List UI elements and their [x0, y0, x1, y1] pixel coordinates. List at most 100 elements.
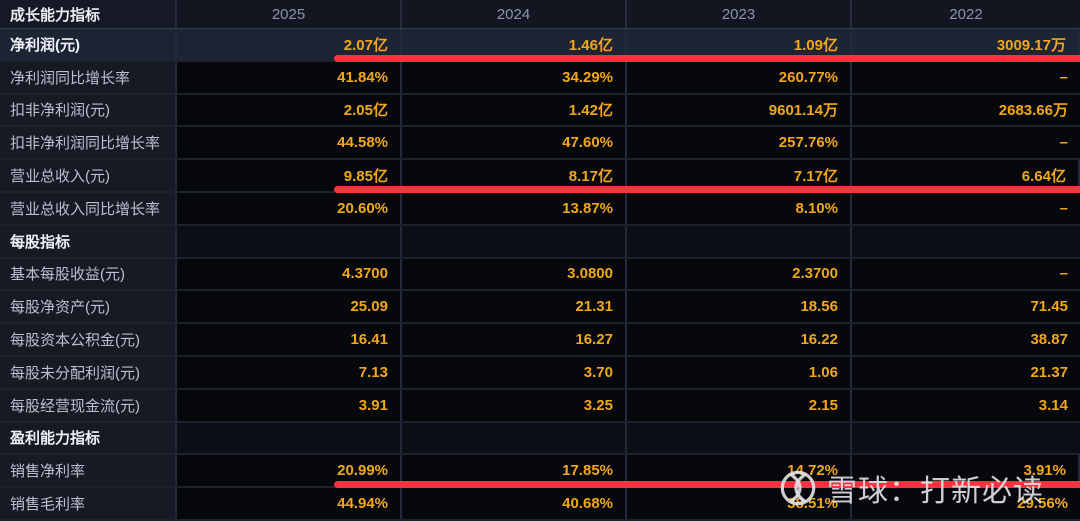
cell-value: 9.85亿	[177, 160, 402, 191]
row-label: 销售净利率	[0, 455, 177, 487]
cell-value: 2.3700	[627, 258, 852, 290]
watermark: 雪球：打新必读	[779, 466, 1044, 510]
cell-value: 3.91%	[852, 455, 1080, 487]
cell-value: 2.07亿	[177, 29, 402, 60]
cell-value: 3.14	[852, 389, 1080, 421]
table-row[interactable]: 每股经营现金流(元) 3.91 3.25 2.15 3.14	[0, 389, 1080, 423]
row-label: 扣非净利润同比增长率	[0, 127, 177, 159]
column-header-2022: 2022	[949, 5, 983, 23]
cell-value: 3.0800	[402, 258, 627, 290]
cell-value: 3.25	[402, 389, 627, 421]
row-label: 净利润(元)	[0, 29, 177, 60]
cell-value: –	[852, 258, 1080, 290]
cell-value: 9601.14万	[627, 94, 852, 126]
row-label: 净利润同比增长率	[0, 61, 177, 93]
cell-value	[402, 225, 627, 257]
cell-value: –	[852, 127, 1080, 159]
row-label: 营业总收入同比增长率	[0, 192, 177, 224]
cell-value: 16.22	[627, 324, 852, 355]
cell-value: 2683.66万	[852, 94, 1080, 126]
cell-value: 44.94%	[177, 488, 402, 519]
table-row[interactable]: 销售净利率 20.99% 17.85% 14.72% 3.91%	[0, 455, 1080, 489]
cell-value	[177, 422, 402, 454]
row-label: 每股资本公积金(元)	[0, 324, 177, 355]
table-header-metric: 成长能力指标	[0, 0, 177, 28]
column-header-2023: 2023	[627, 0, 852, 28]
cell-value: 29.56%	[852, 488, 1080, 519]
cell-value	[627, 422, 852, 454]
cell-value: 257.76%	[627, 127, 852, 159]
table-row[interactable]: 每股净资产(元) 25.09 21.31 18.56 71.45	[0, 291, 1080, 325]
cell-value: 38.87	[852, 324, 1080, 355]
cell-value: 13.87%	[402, 192, 627, 224]
table-row[interactable]: 净利润同比增长率 41.84% 34.29% 260.77% –	[0, 61, 1080, 95]
cell-value: 71.45	[852, 291, 1080, 323]
table-row[interactable]: 营业总收入(元) 9.85亿 8.17亿 7.17亿 6.64亿	[0, 160, 1080, 193]
cell-value: 34.29%	[402, 61, 627, 93]
column-header-2024: 2024	[402, 0, 627, 28]
cell-value: 21.31	[402, 291, 627, 323]
table-row[interactable]: 每股资本公积金(元) 16.41 16.27 16.22 38.87	[0, 324, 1080, 357]
cell-value	[852, 422, 1080, 454]
cell-value: 1.42亿	[402, 94, 627, 126]
cell-value: 7.13	[177, 356, 402, 388]
cell-value: 20.99%	[177, 455, 402, 487]
row-label: 每股净资产(元)	[0, 291, 177, 323]
row-label: 每股未分配利润(元)	[0, 356, 177, 388]
red-underline	[334, 54, 1080, 62]
cell-value: –	[852, 192, 1080, 224]
table-row[interactable]: 每股未分配利润(元) 7.13 3.70 1.06 21.37	[0, 356, 1080, 390]
cell-value: 41.84%	[177, 61, 402, 93]
table-row[interactable]: 基本每股收益(元) 4.3700 3.0800 2.3700–	[0, 258, 1080, 292]
cell-value: 7.17亿	[627, 160, 852, 191]
cell-value: 1.06	[627, 356, 852, 388]
cell-value: 260.77%	[627, 61, 852, 93]
section-row[interactable]: 盈利能力指标	[0, 422, 1080, 456]
row-label: 基本每股收益(元)	[0, 258, 177, 290]
cell-value: –	[852, 61, 1080, 93]
table-row[interactable]: 销售毛利率 44.94% 40.68% 38.51% 29.56%	[0, 488, 1080, 521]
section-label: 盈利能力指标	[0, 422, 177, 454]
cell-value	[852, 225, 1080, 257]
red-underline	[334, 481, 1080, 489]
cell-value: 1.46亿	[402, 29, 627, 60]
cell-value: 2.05亿	[177, 94, 402, 126]
table-row[interactable]: 扣非净利润(元) 2.05亿 1.42亿 9601.14万 2683.66万	[0, 94, 1080, 128]
red-underline	[334, 185, 1080, 193]
table-row[interactable]: 营业总收入同比增长率 20.60% 13.87% 8.10% –	[0, 192, 1080, 226]
table-row[interactable]: 净利润(元) 2.07亿 1.46亿 1.09亿 3009.17万	[0, 29, 1080, 62]
row-label: 每股经营现金流(元)	[0, 389, 177, 421]
cell-value: 44.58%	[177, 127, 402, 159]
row-label: 营业总收入(元)	[0, 160, 177, 191]
cell-value: 18.56	[627, 291, 852, 323]
cell-value: 38.51%	[627, 488, 852, 519]
row-label: 销售毛利率	[0, 488, 177, 519]
cell-value: 14.72%	[627, 455, 852, 487]
cell-value: 1.09亿	[627, 29, 852, 60]
section-label: 每股指标	[0, 225, 177, 257]
cell-value: 8.10%	[627, 192, 852, 224]
cell-value: 4.3700	[177, 258, 402, 290]
cell-value	[177, 225, 402, 257]
table-header-row: 成长能力指标 2025 2024 2023 2022	[0, 0, 1080, 29]
cell-value: 16.41	[177, 324, 402, 355]
cell-value	[402, 422, 627, 454]
section-row[interactable]: 每股指标	[0, 225, 1080, 259]
cell-value: 20.60%	[177, 192, 402, 224]
column-header-2025: 2025	[177, 0, 402, 28]
cell-value: 17.85%	[402, 455, 627, 487]
cell-value: 3.91	[177, 389, 402, 421]
cell-value: 47.60%	[402, 127, 627, 159]
cell-value: 6.64亿	[852, 160, 1080, 191]
cell-value: 16.27	[402, 324, 627, 355]
cell-value: 40.68%	[402, 488, 627, 519]
cell-value: 21.37	[852, 356, 1080, 388]
cell-value: 25.09	[177, 291, 402, 323]
table-body: 净利润(元) 2.07亿 1.46亿 1.09亿 3009.17万 净利润同比增长率 41.…	[0, 29, 1080, 521]
cell-value: 3.70	[402, 356, 627, 388]
cell-value: 2.15	[627, 389, 852, 421]
cell-value	[627, 225, 852, 257]
table-row[interactable]: 扣非净利润同比增长率 44.58% 47.60% 257.76% –	[0, 127, 1080, 161]
xueqiu-logo-icon	[780, 470, 816, 506]
cell-value: 8.17亿	[402, 160, 627, 191]
